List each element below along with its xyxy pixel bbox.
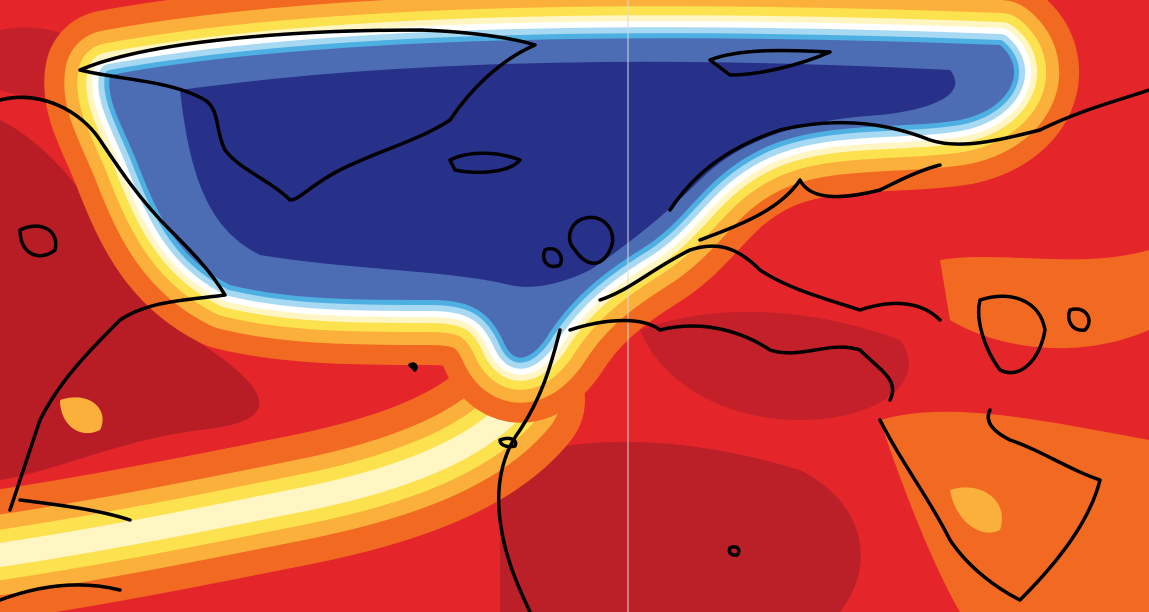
warm-anomaly	[640, 311, 909, 420]
moderate-anomaly	[950, 487, 1002, 533]
south-america	[0, 583, 122, 602]
caspian	[977, 294, 1047, 375]
band-navy	[180, 61, 956, 287]
moderate-anomaly	[880, 411, 1149, 612]
scandinavia	[668, 88, 1149, 212]
africa-west	[496, 328, 562, 612]
greenland	[78, 28, 537, 202]
caribbean	[18, 498, 132, 522]
lake	[727, 544, 741, 557]
moderate-anomaly	[60, 397, 103, 434]
ireland	[542, 247, 563, 269]
newfoundland	[18, 224, 58, 258]
aral	[1067, 307, 1091, 332]
azores	[408, 362, 418, 372]
baltic	[698, 163, 942, 242]
europe-north	[598, 244, 942, 322]
svalbard	[708, 48, 832, 77]
warm-anomaly	[500, 441, 861, 612]
moderate-anomaly	[940, 250, 1149, 349]
mediterranean	[568, 318, 895, 402]
iceland	[448, 151, 522, 175]
warm-anomaly	[0, 120, 260, 480]
canary	[498, 436, 518, 449]
arabia	[878, 408, 1102, 602]
british-isles	[567, 215, 615, 265]
coastlines	[0, 28, 1149, 612]
north-america	[0, 95, 227, 512]
